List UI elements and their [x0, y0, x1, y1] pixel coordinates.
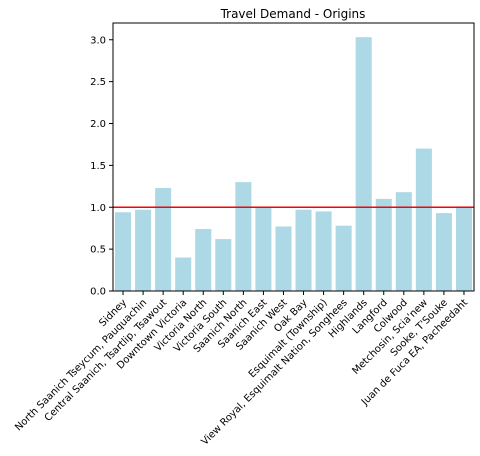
y-tick-label-4: 2.0 — [90, 119, 106, 130]
y-tick-label-2: 1.0 — [90, 203, 106, 214]
bar-4 — [195, 229, 212, 291]
bar-9 — [295, 209, 312, 291]
bar-8 — [275, 226, 292, 291]
bar-16 — [435, 213, 452, 291]
bar-1 — [135, 209, 152, 291]
y-tick-label-1: 0.5 — [90, 245, 106, 256]
y-axis: 0.0 0.5 1.0 1.5 2.0 2.5 3.0 — [90, 35, 113, 298]
bar-14 — [395, 192, 412, 291]
y-tick-label-6: 3.0 — [90, 35, 106, 46]
bar-6 — [235, 182, 252, 291]
bar-0 — [115, 212, 132, 291]
bar-13 — [375, 198, 392, 291]
chart-title: Travel Demand - Origins — [220, 7, 366, 21]
bar-2 — [155, 187, 172, 291]
y-tick-label-5: 2.5 — [90, 77, 106, 88]
bar-15 — [415, 148, 432, 291]
plot-frame — [112, 22, 475, 292]
bar-3 — [175, 257, 192, 291]
bar-5 — [215, 239, 232, 291]
bar-17 — [455, 206, 472, 291]
bars-group — [115, 37, 472, 291]
bar-10 — [315, 211, 332, 291]
bar-7 — [255, 207, 272, 291]
y-tick-label-0: 0.0 — [90, 287, 106, 298]
bar-11 — [335, 225, 352, 291]
bar-12 — [355, 37, 372, 291]
y-tick-label-3: 1.5 — [90, 161, 106, 172]
